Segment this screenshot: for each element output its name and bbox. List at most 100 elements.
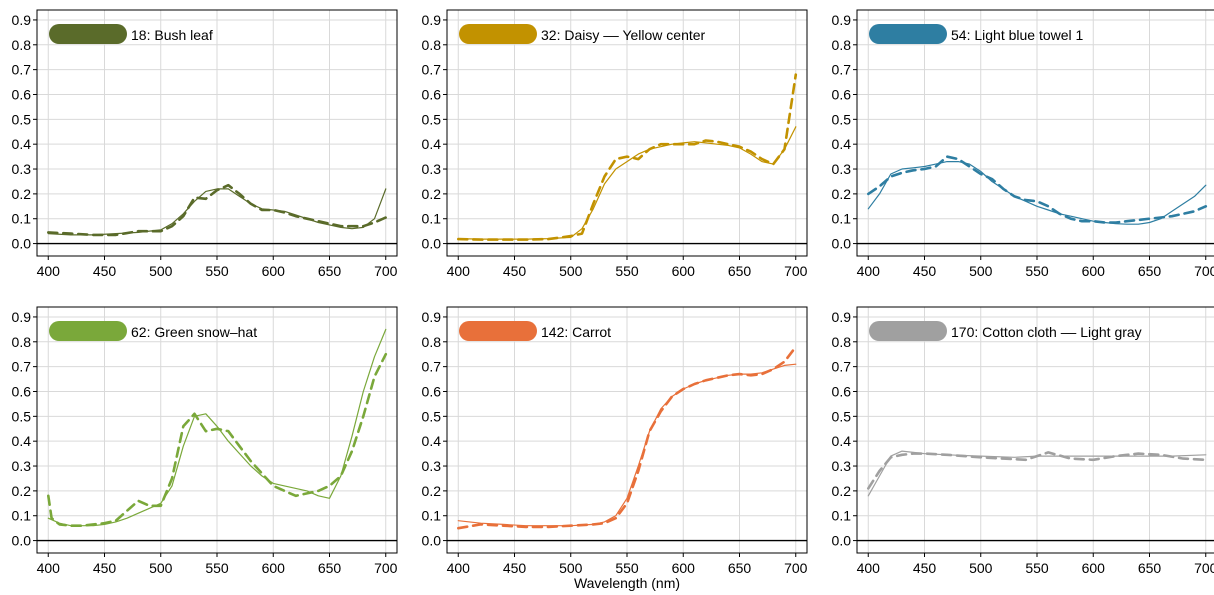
- y-tick-label: 0.7: [832, 62, 852, 78]
- x-tick-label: 650: [1138, 560, 1162, 576]
- y-tick-label: 0.9: [12, 12, 32, 28]
- y-tick-label: 0.2: [832, 186, 852, 202]
- y-tick-label: 0.0: [12, 533, 32, 549]
- y-tick-label: 0.1: [422, 211, 442, 227]
- x-tick-label: 600: [262, 560, 286, 576]
- dashed-series-line: [457, 345, 798, 530]
- x-tick-label: 450: [503, 560, 527, 576]
- legend-label: 54: Light blue towel 1: [951, 27, 1084, 43]
- legend-label: 62: Green snow–hat: [131, 324, 257, 340]
- x-tick-label: 500: [969, 263, 993, 279]
- dashed-series-line: [47, 183, 388, 237]
- legend-swatch: [49, 24, 127, 44]
- y-tick-label: 0.3: [422, 161, 442, 177]
- y-tick-label: 0.1: [832, 508, 852, 524]
- x-tick-label: 600: [672, 263, 696, 279]
- x-tick-label: 450: [913, 263, 937, 279]
- y-tick-label: 0.7: [12, 359, 32, 375]
- x-tick-label: 550: [1025, 560, 1049, 576]
- y-tick-label: 0.1: [422, 508, 442, 524]
- y-tick-label: 0.3: [832, 458, 852, 474]
- x-tick-label: 700: [374, 560, 398, 576]
- legend-swatch: [459, 321, 537, 341]
- y-tick-label: 0.5: [12, 111, 32, 127]
- y-tick-label: 0.8: [12, 334, 32, 350]
- dashed-series-line: [47, 352, 388, 527]
- legend-label: 32: Daisy –– Yellow center: [541, 27, 706, 43]
- chart-panel-1: 0.0 0.1 0.2 0.3 0.4 0.5 0.6 0.7 0.8 0.9 400 450 500 5…: [12, 9, 398, 279]
- legend-swatch: [869, 24, 947, 44]
- y-tick-label: 0.7: [422, 359, 442, 375]
- y-tick-label: 0.1: [12, 508, 32, 524]
- x-tick-label: 400: [857, 560, 881, 576]
- x-tick-label: 500: [149, 560, 173, 576]
- dashed-series-line: [457, 73, 798, 241]
- y-tick-label: 0.3: [12, 161, 32, 177]
- x-tick-label: 700: [784, 263, 808, 279]
- y-tick-label: 0.3: [832, 161, 852, 177]
- y-tick-label: 0.2: [12, 186, 32, 202]
- y-tick-label: 0.4: [422, 136, 442, 152]
- y-tick-label: 0.5: [12, 408, 32, 424]
- x-tick-label: 700: [1194, 263, 1214, 279]
- y-tick-label: 0.2: [422, 483, 442, 499]
- y-tick-label: 0.5: [422, 111, 442, 127]
- x-tick-label: 500: [559, 263, 583, 279]
- y-tick-label: 0.6: [832, 383, 852, 399]
- y-tick-label: 0.4: [422, 433, 442, 449]
- legend-label: 170: Cotton cloth –– Light gray: [951, 324, 1142, 340]
- y-tick-label: 0.4: [12, 136, 32, 152]
- y-tick-label: 0.5: [832, 111, 852, 127]
- y-tick-label: 0.6: [422, 86, 442, 102]
- x-tick-label: 650: [728, 263, 752, 279]
- x-tick-label: 600: [1082, 263, 1106, 279]
- x-tick-label: 550: [1025, 263, 1049, 279]
- x-tick-label: 700: [784, 560, 808, 576]
- x-tick-label: 650: [318, 560, 342, 576]
- x-tick-label: 600: [262, 263, 286, 279]
- x-tick-label: 450: [503, 263, 527, 279]
- x-tick-label: 700: [374, 263, 398, 279]
- legend-swatch: [49, 321, 127, 341]
- y-tick-label: 0.2: [832, 483, 852, 499]
- y-tick-label: 0.8: [832, 37, 852, 53]
- x-tick-label: 500: [559, 560, 583, 576]
- y-tick-label: 0.2: [12, 483, 32, 499]
- y-tick-label: 0.6: [422, 383, 442, 399]
- y-tick-label: 0.0: [12, 236, 32, 252]
- x-tick-label: 550: [205, 263, 229, 279]
- y-tick-label: 0.6: [12, 86, 32, 102]
- chart-panel-5: 0.0 0.1 0.2 0.3 0.4 0.5 0.6 0.7 0.8 0.9 400 450 500 5…: [422, 306, 808, 576]
- chart-panel-4: 0.0 0.1 0.2 0.3 0.4 0.5 0.6 0.7 0.8 0.9 400 450 500 5…: [12, 306, 398, 576]
- chart-panel-2: 0.0 0.1 0.2 0.3 0.4 0.5 0.6 0.7 0.8 0.9 400 450 500 5…: [422, 9, 808, 279]
- y-tick-label: 0.4: [12, 433, 32, 449]
- x-tick-label: 400: [447, 560, 471, 576]
- y-tick-label: 0.5: [832, 408, 852, 424]
- legend-swatch: [869, 321, 947, 341]
- y-tick-label: 0.0: [422, 236, 442, 252]
- y-tick-label: 0.3: [12, 458, 32, 474]
- x-tick-label: 700: [1194, 560, 1214, 576]
- solid-series-line: [867, 161, 1207, 225]
- solid-series-line: [867, 450, 1207, 497]
- x-tick-label: 500: [149, 263, 173, 279]
- dashed-series-line: [867, 451, 1208, 490]
- y-tick-label: 0.8: [12, 37, 32, 53]
- x-tick-label: 400: [857, 263, 881, 279]
- x-tick-label: 400: [37, 263, 61, 279]
- y-tick-label: 0.3: [422, 458, 442, 474]
- y-tick-label: 0.1: [12, 211, 32, 227]
- legend-label: 18: Bush leaf: [131, 27, 213, 43]
- y-tick-label: 0.4: [832, 433, 852, 449]
- x-tick-label: 600: [672, 560, 696, 576]
- y-tick-label: 0.9: [422, 12, 442, 28]
- y-tick-label: 0.7: [832, 359, 852, 375]
- x-tick-label: 450: [93, 560, 117, 576]
- x-tick-label: 650: [728, 560, 752, 576]
- x-tick-label: 400: [37, 560, 61, 576]
- x-tick-label: 650: [318, 263, 342, 279]
- y-tick-label: 0.5: [422, 408, 442, 424]
- x-axis-label: Wavelength (nm): [574, 575, 680, 591]
- dashed-series-line: [867, 155, 1208, 224]
- x-tick-label: 450: [913, 560, 937, 576]
